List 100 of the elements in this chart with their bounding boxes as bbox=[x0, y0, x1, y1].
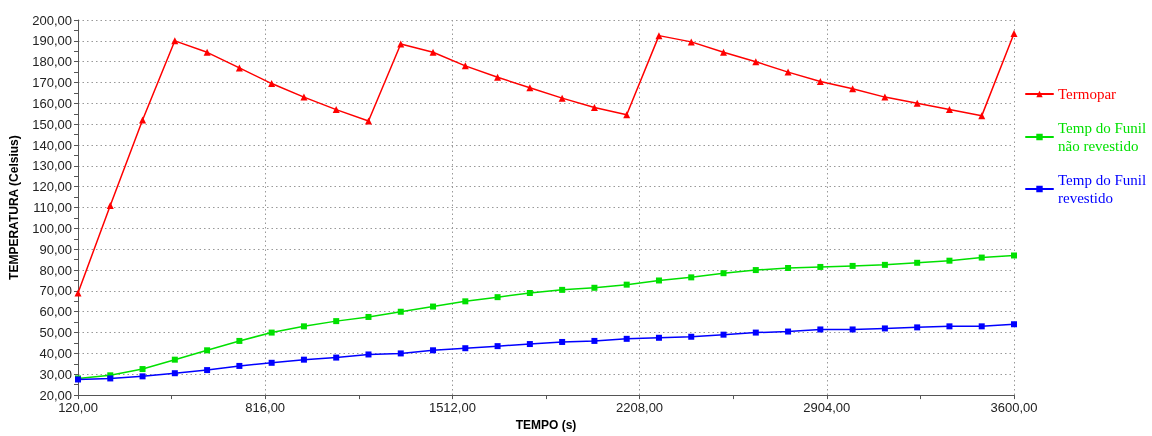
point bbox=[914, 259, 921, 266]
point bbox=[430, 303, 437, 310]
y-tick-label: 140,00 bbox=[32, 137, 72, 153]
point bbox=[655, 334, 662, 341]
x-tick-label: 120,00 bbox=[58, 400, 98, 416]
point bbox=[365, 313, 372, 320]
point bbox=[752, 267, 759, 274]
point bbox=[364, 117, 372, 125]
point bbox=[559, 338, 566, 345]
point bbox=[300, 356, 307, 363]
point bbox=[720, 270, 727, 277]
y-tick-label: 180,00 bbox=[32, 54, 72, 70]
x-axis-title: TEMPO (s) bbox=[515, 418, 577, 432]
point bbox=[333, 318, 340, 325]
y-tick-label: 190,00 bbox=[32, 33, 72, 49]
y-tick-label: 130,00 bbox=[32, 158, 72, 174]
point bbox=[526, 341, 533, 348]
y-tick-label: 80,00 bbox=[39, 262, 72, 278]
point bbox=[139, 116, 147, 124]
point bbox=[785, 328, 792, 335]
point bbox=[268, 80, 276, 88]
x-tick-label: 3600,00 bbox=[990, 400, 1038, 416]
point bbox=[784, 68, 792, 76]
point bbox=[720, 331, 727, 338]
y-tick-label: 90,00 bbox=[39, 241, 72, 257]
point bbox=[946, 257, 953, 264]
point bbox=[946, 323, 953, 330]
point bbox=[300, 323, 307, 330]
point bbox=[300, 93, 308, 101]
x-tick-label: 2904,00 bbox=[803, 400, 851, 416]
point bbox=[526, 84, 534, 92]
point bbox=[204, 347, 211, 354]
point bbox=[139, 366, 146, 373]
point bbox=[236, 337, 243, 344]
point bbox=[462, 345, 469, 352]
point bbox=[817, 263, 824, 270]
x-tick-label: 1512,00 bbox=[428, 400, 476, 416]
y-tick-label: 120,00 bbox=[32, 179, 72, 195]
point bbox=[494, 73, 502, 81]
legend-label: Temp do Funil não revestido bbox=[1058, 120, 1150, 154]
point bbox=[591, 337, 598, 344]
point bbox=[655, 32, 663, 40]
point bbox=[817, 326, 824, 333]
point bbox=[397, 350, 404, 357]
y-tick-label: 30,00 bbox=[39, 366, 72, 382]
point bbox=[720, 48, 728, 56]
point bbox=[236, 362, 243, 369]
y-tick-label: 160,00 bbox=[32, 95, 72, 111]
point bbox=[785, 264, 792, 271]
point bbox=[816, 77, 824, 85]
point bbox=[1011, 321, 1017, 328]
point bbox=[655, 277, 662, 284]
point bbox=[430, 347, 437, 354]
point bbox=[881, 261, 888, 268]
point bbox=[139, 373, 146, 380]
point bbox=[591, 284, 598, 291]
point bbox=[203, 48, 211, 56]
point bbox=[849, 326, 856, 333]
y-tick-label: 100,00 bbox=[32, 220, 72, 236]
point bbox=[268, 329, 275, 336]
point bbox=[365, 351, 372, 358]
point bbox=[558, 94, 566, 102]
point bbox=[913, 99, 921, 107]
legend-label: Temp do Funil revestido bbox=[1058, 172, 1150, 206]
y-axis-title: TEMPERATURA (Celsius) bbox=[7, 135, 21, 280]
y-tick-label: 110,00 bbox=[33, 200, 72, 216]
point bbox=[849, 262, 856, 269]
point bbox=[623, 281, 630, 288]
y-tick-label: 60,00 bbox=[39, 304, 72, 320]
point bbox=[881, 93, 889, 101]
point bbox=[752, 329, 759, 336]
point bbox=[106, 201, 114, 209]
point bbox=[688, 274, 695, 281]
x-tick-label: 816,00 bbox=[245, 400, 286, 416]
y-tick-label: 70,00 bbox=[39, 283, 72, 299]
y-tick-label: 40,00 bbox=[39, 345, 72, 361]
point bbox=[429, 48, 437, 56]
point bbox=[914, 324, 921, 331]
point bbox=[494, 294, 501, 301]
point bbox=[881, 325, 888, 332]
point bbox=[268, 359, 275, 366]
point bbox=[688, 333, 695, 340]
point bbox=[74, 289, 82, 297]
point bbox=[494, 343, 501, 350]
y-tick-label: 200,00 bbox=[32, 12, 72, 28]
point bbox=[397, 308, 404, 315]
point bbox=[1011, 252, 1017, 259]
point bbox=[559, 286, 566, 293]
point bbox=[333, 354, 340, 361]
point bbox=[623, 335, 630, 342]
point bbox=[171, 356, 178, 363]
y-tick-label: 150,00 bbox=[32, 116, 72, 132]
point bbox=[526, 289, 533, 296]
y-tick-label: 50,00 bbox=[39, 325, 72, 341]
point bbox=[849, 85, 857, 93]
point bbox=[978, 254, 985, 261]
legend-label: Termopar bbox=[1058, 86, 1117, 102]
point bbox=[1010, 30, 1018, 38]
point bbox=[204, 367, 211, 374]
point bbox=[462, 298, 469, 305]
